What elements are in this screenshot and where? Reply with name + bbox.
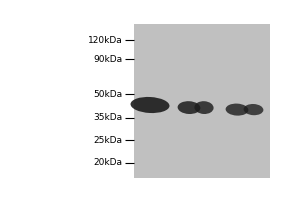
Text: 90kDa: 90kDa [93,55,122,64]
Ellipse shape [226,104,248,116]
Ellipse shape [130,97,170,113]
Text: 50kDa: 50kDa [93,90,122,99]
Text: 25kDa: 25kDa [93,136,122,145]
Ellipse shape [244,104,263,115]
Text: 35kDa: 35kDa [93,113,122,122]
Ellipse shape [178,101,200,114]
Text: 120kDa: 120kDa [88,36,122,45]
Ellipse shape [194,101,214,114]
Bar [134,24,270,178]
Text: 20kDa: 20kDa [93,158,122,167]
